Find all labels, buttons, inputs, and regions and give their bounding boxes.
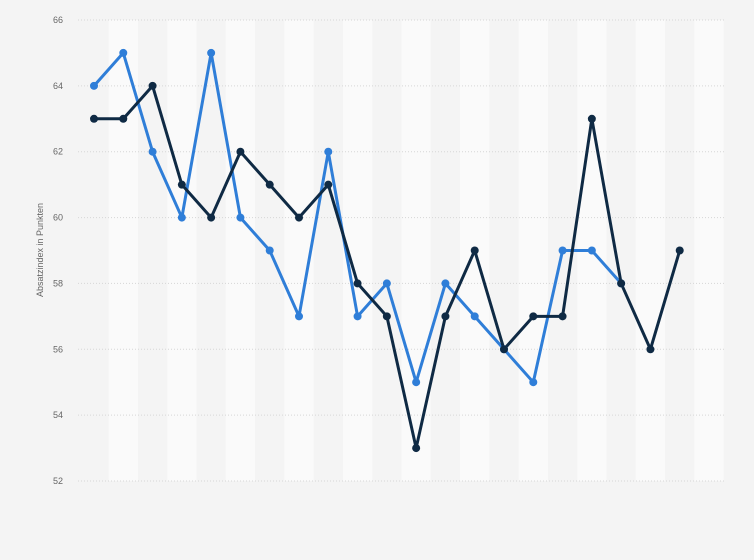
- background-band: [518, 20, 548, 481]
- y-tick-label: 66: [53, 15, 63, 25]
- data-point-series-2: [382, 312, 391, 321]
- data-point-series-1: [324, 147, 333, 156]
- data-point-series-1: [236, 213, 245, 222]
- data-point-series-1: [353, 312, 362, 321]
- y-axis-ticks: 52 54 56 58 60 62 64 66: [53, 15, 63, 486]
- data-point-series-2: [675, 246, 684, 255]
- y-tick-label: 62: [53, 147, 63, 157]
- background-band: [694, 20, 724, 481]
- data-point-series-2: [412, 444, 421, 453]
- data-point-series-2: [646, 345, 655, 354]
- data-point-series-2: [617, 279, 626, 288]
- data-point-series-2: [119, 114, 128, 123]
- data-point-series-2: [500, 345, 508, 354]
- data-point-series-2: [470, 246, 479, 255]
- data-point-series-1: [382, 279, 391, 288]
- data-point-series-2: [148, 81, 157, 90]
- data-point-series-1: [295, 312, 303, 321]
- data-point-series-1: [412, 378, 421, 387]
- background-band: [225, 20, 256, 481]
- y-tick-label: 60: [53, 213, 63, 223]
- data-point-series-2: [324, 180, 333, 189]
- y-tick-label: 54: [53, 410, 63, 420]
- data-point-series-2: [207, 213, 216, 222]
- data-point-series-1: [265, 246, 274, 255]
- background-bands: [108, 20, 724, 481]
- background-band: [167, 20, 197, 481]
- data-point-series-2: [236, 147, 245, 156]
- background-band: [108, 20, 138, 481]
- y-axis-label: Absatzindex in Punkten: [35, 203, 45, 297]
- data-point-series-1: [441, 279, 450, 288]
- series-points: [90, 48, 684, 453]
- data-point-series-2: [529, 312, 538, 321]
- data-point-series-2: [265, 180, 274, 189]
- y-tick-label: 58: [53, 278, 63, 288]
- data-point-series-2: [558, 312, 567, 321]
- data-point-series-1: [177, 213, 186, 222]
- data-point-series-1: [148, 147, 157, 156]
- background-band: [401, 20, 431, 481]
- data-point-series-2: [587, 114, 596, 123]
- background-band: [284, 20, 314, 481]
- data-point-series-1: [119, 48, 128, 57]
- data-point-series-1: [207, 48, 216, 57]
- data-point-series-2: [295, 213, 303, 222]
- data-point-series-2: [353, 279, 362, 288]
- y-tick-label: 56: [53, 344, 63, 354]
- y-tick-label: 52: [53, 476, 63, 486]
- data-point-series-1: [470, 312, 479, 321]
- data-point-series-1: [529, 378, 538, 387]
- data-point-series-2: [177, 180, 186, 189]
- data-point-series-1: [587, 246, 596, 255]
- data-point-series-1: [558, 246, 567, 255]
- data-point-series-2: [441, 312, 450, 321]
- background-band: [635, 20, 666, 481]
- data-point-series-1: [90, 81, 98, 90]
- y-tick-label: 64: [53, 81, 63, 91]
- data-point-series-2: [90, 114, 98, 123]
